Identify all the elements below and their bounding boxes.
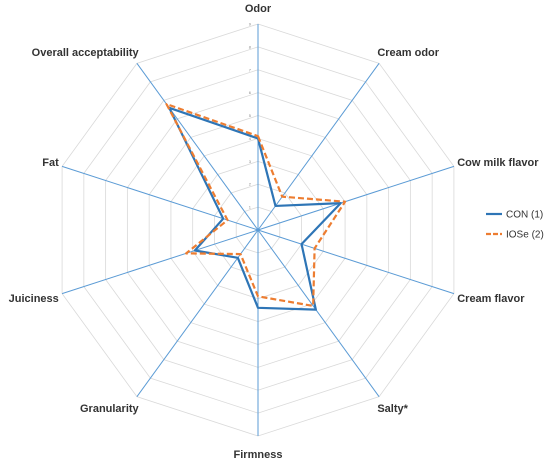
axis-spoke [61,165,259,231]
tick-label: 1 [249,205,252,210]
axis-spoke [257,229,455,295]
axis-labels: Odor Cream odor Cow milk flavor Cream flavo… [9,3,540,461]
axis-label: Cream flavor [457,293,525,305]
axis-label: Salty* [377,403,408,415]
legend-label: CON (1) [506,210,543,221]
axis-spoke [257,63,380,231]
axis-label: Cow milk flavor [457,157,539,169]
series-line [168,106,342,311]
axis-label: Juiciness [9,293,59,305]
tick-label: 2 [249,182,252,187]
axis-label: Fat [42,157,59,169]
tick-labels: 1 2 3 4 5 6 7 8 9 [249,22,252,210]
tick-label: 7 [249,67,252,72]
axis-spokes [61,24,455,436]
axis-label: Overall acceptability [32,47,140,59]
axis-label: Odor [245,3,272,15]
axis-spoke [257,165,455,231]
tick-label: 4 [249,136,252,141]
tick-label: 6 [249,90,252,95]
tick-label: 9 [249,22,252,27]
axis-label: Firmness [234,449,283,461]
axis-label: Cream odor [377,47,439,59]
tick-label: 3 [249,159,252,164]
axis-spoke [136,63,259,231]
series-line [165,102,347,308]
legend: CON (1) IOSe (2) [486,210,544,241]
legend-label: IOSe (2) [506,230,544,241]
tick-label: 5 [249,113,252,118]
axis-spoke [257,229,380,397]
axis-spoke [61,229,259,295]
axis-label: Granularity [80,403,140,415]
tick-label: 8 [249,44,252,49]
series-lines [165,102,347,311]
